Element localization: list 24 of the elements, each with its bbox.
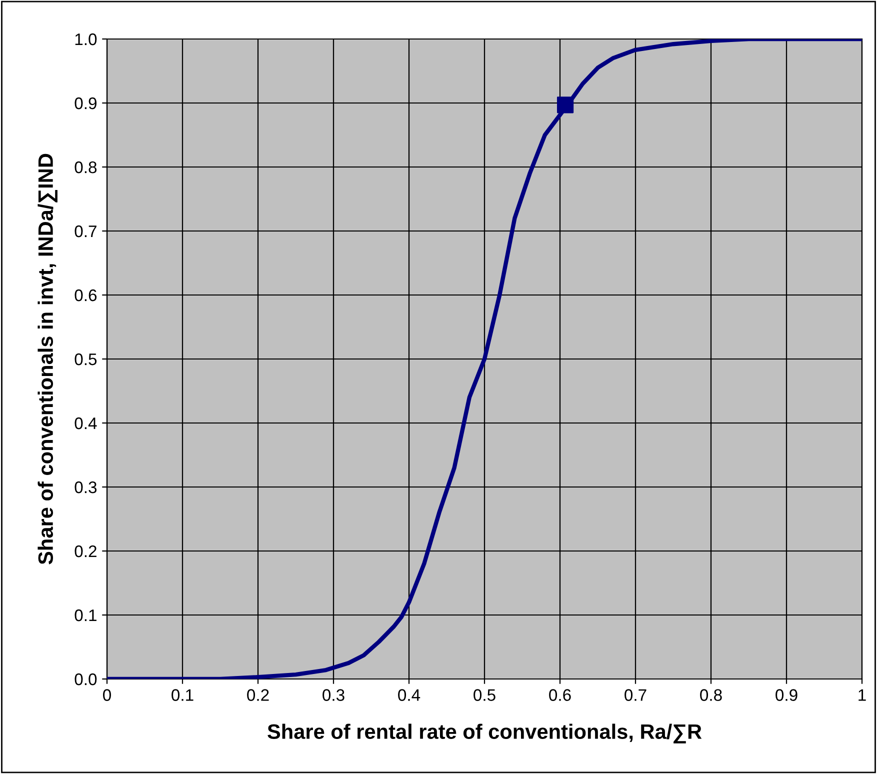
y-tick-label: 0.4: [74, 417, 97, 430]
y-tick-label: 0.1: [74, 609, 96, 622]
x-tick-label: 0.7: [624, 689, 646, 701]
x-tick-label: 0.8: [700, 689, 722, 701]
x-tick-label: 0.1: [172, 689, 194, 701]
y-tick-label: 1.0: [75, 33, 97, 46]
y-tick-label: 0.2: [74, 545, 96, 558]
x-tick-label: 0.4: [398, 689, 420, 701]
y-tick-label: 0.5: [74, 353, 97, 366]
x-tick-label: 0.2: [247, 689, 269, 701]
y-tick-label: 0.3: [74, 481, 97, 494]
x-tick-label: 0: [103, 689, 111, 701]
x-tick-label: 1: [858, 689, 866, 701]
y-tick-label: 0.6: [74, 289, 97, 302]
y-axis-title: Share of conventionals in invt, INDa/∑IND: [38, 154, 58, 564]
y-tick-label: 0.7: [74, 225, 96, 238]
x-tick-label: 0.9: [776, 689, 798, 701]
x-tick-label: 0.3: [322, 689, 344, 701]
y-tick-label: 0.9: [74, 97, 96, 110]
y-tick-label: 0.8: [74, 161, 97, 174]
x-axis-title: Share of rental rate of conventionals, Ra/∑R: [268, 724, 702, 744]
y-tick-label: 0.0: [74, 673, 97, 686]
x-tick-label: 0.5: [474, 689, 496, 701]
x-tick-label: 0.6: [549, 689, 571, 701]
